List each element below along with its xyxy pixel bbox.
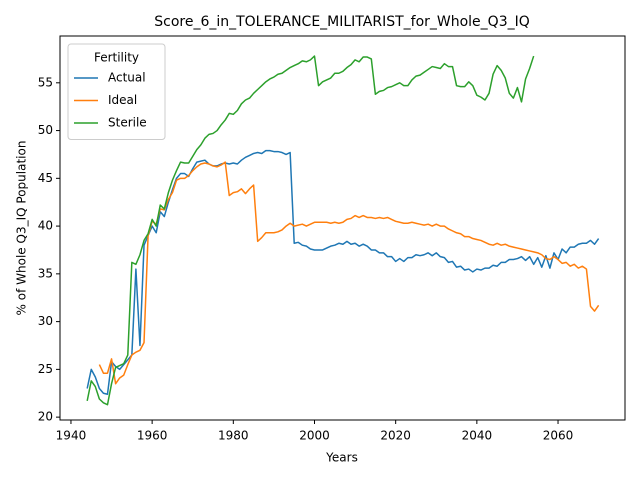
y-tick-label: 35 bbox=[38, 266, 53, 280]
series-line bbox=[98, 161, 600, 385]
plot-area bbox=[86, 55, 600, 406]
y-tick-label: 55 bbox=[38, 75, 53, 89]
y-tick-label: 25 bbox=[38, 362, 53, 376]
legend: Fertility Actual Ideal Sterile bbox=[67, 43, 166, 140]
legend-label: Actual bbox=[108, 71, 146, 85]
x-tick-label: 2000 bbox=[299, 429, 330, 443]
legend-label: Ideal bbox=[108, 93, 137, 107]
y-tick-label: 20 bbox=[38, 410, 53, 424]
x-tick-label: 1960 bbox=[137, 429, 168, 443]
y-tick-label: 30 bbox=[38, 314, 53, 328]
x-tick-label: 2020 bbox=[380, 429, 411, 443]
y-tick-label: 40 bbox=[38, 219, 53, 233]
axes-frame bbox=[59, 35, 626, 421]
x-axis-label: Years bbox=[325, 451, 358, 465]
chart-title: Score_6_in_TOLERANCE_MILITARIST_for_Whol… bbox=[154, 14, 530, 30]
legend-title: Fertility bbox=[94, 51, 139, 65]
x-tick-label: 2040 bbox=[462, 429, 493, 443]
y-axis-label: % of Whole Q3_IQ Population bbox=[15, 141, 29, 316]
x-tick-label: 1940 bbox=[56, 429, 87, 443]
series-line bbox=[86, 149, 600, 395]
legend-box bbox=[67, 43, 166, 140]
x-tick-label: 1980 bbox=[218, 429, 249, 443]
x-tick-label: 2060 bbox=[543, 429, 574, 443]
series-line bbox=[86, 55, 535, 406]
legend-label: Sterile bbox=[108, 116, 147, 130]
y-tick-label: 50 bbox=[38, 123, 53, 137]
y-tick-label: 45 bbox=[38, 171, 53, 185]
